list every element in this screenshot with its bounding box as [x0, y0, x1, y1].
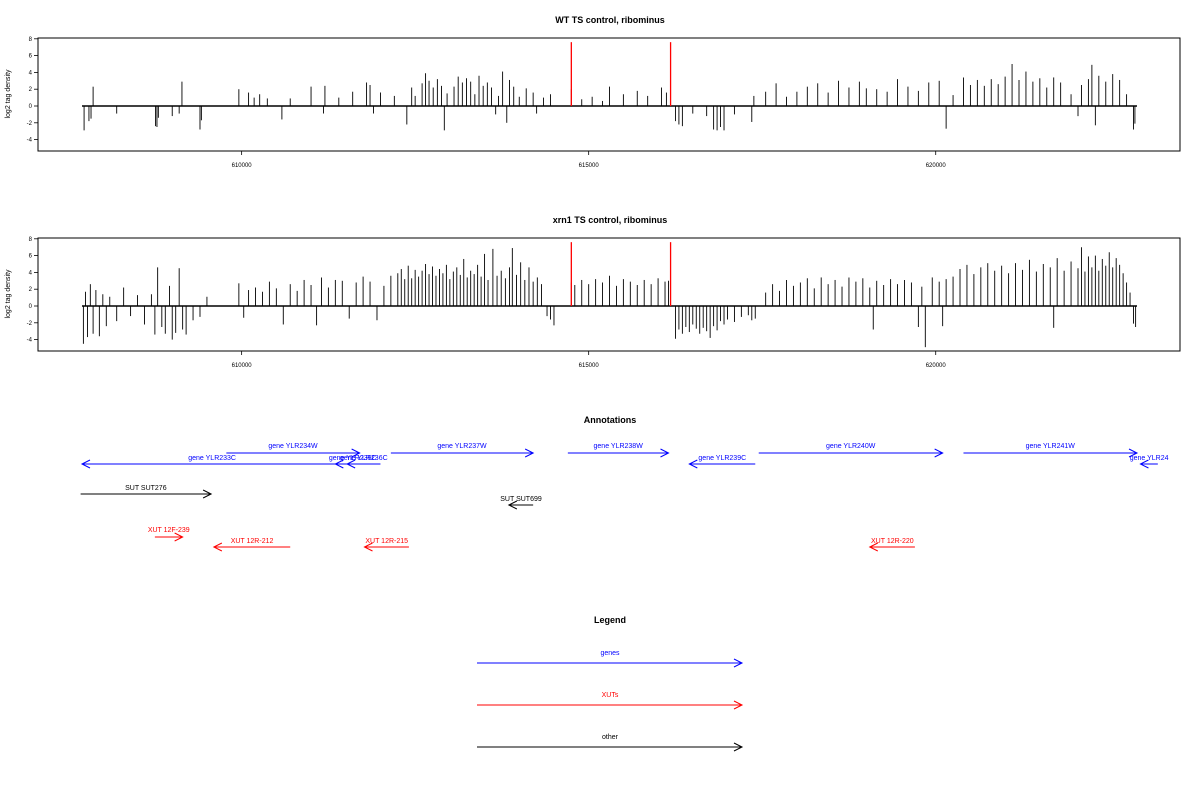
chart-title: xrn1 TS control, ribominus — [553, 215, 668, 225]
y-tick-label: 6 — [29, 254, 33, 260]
x-axis: 610000 615000 620000 — [232, 151, 947, 169]
y-tick-label: 8 — [29, 237, 33, 243]
annotations-title: Annotations — [584, 415, 637, 425]
y-tick-label: 2 — [29, 287, 33, 293]
legend-item: other — [477, 734, 744, 752]
arrow-head — [733, 658, 744, 668]
arrow-head — [80, 459, 91, 469]
arrow-head — [351, 448, 361, 458]
y-tick-label: -4 — [27, 138, 33, 144]
y-tick-label: -4 — [27, 338, 33, 344]
arrow-head — [212, 542, 223, 552]
x-axis: 610000 615000 620000 — [232, 351, 947, 369]
annotation-feature: gene YLR237W — [390, 443, 535, 458]
chart-panel-wt: WT TS control, ribominus log2 tag densit… — [5, 15, 1181, 169]
legend: Legend genes XUTs other — [477, 615, 744, 752]
arrow-head — [1139, 459, 1149, 469]
chart-panel-xrn1: xrn1 TS control, ribominus log2 tag dens… — [5, 215, 1181, 369]
y-axis: 8 6 4 2 0 -2 -4 — [27, 37, 38, 144]
y-tick-label: 0 — [29, 304, 33, 310]
x-tick-label: 610000 — [232, 163, 253, 169]
annotation-feature: gene YLR240W — [758, 443, 944, 458]
annotation-label: gene YLR241W — [1026, 443, 1076, 450]
annotation-label: gene YLR237W — [437, 443, 487, 450]
arrow-head — [334, 459, 344, 469]
x-tick-label: 615000 — [579, 163, 600, 169]
annotation-label: gene YLR236C — [340, 455, 388, 462]
legend-title: Legend — [594, 615, 626, 625]
annotation-feature: gene YLR233C — [80, 455, 343, 469]
annotation-label: gene YLR239C — [698, 455, 746, 462]
arrow-head — [660, 448, 670, 458]
y-axis: 8 6 4 2 0 -2 -4 — [27, 237, 38, 344]
annotation-feature: gene YLR234W — [226, 443, 361, 458]
y-tick-label: 8 — [29, 37, 33, 43]
annotation-feature: XUT 12R-215 — [363, 538, 409, 552]
arrow-head — [363, 542, 373, 552]
arrow-head — [733, 700, 744, 710]
annotation-feature: XUT 12R-212 — [212, 538, 291, 552]
x-tick-label: 620000 — [926, 363, 947, 369]
annotation-label: XUT 12R-212 — [231, 538, 274, 545]
y-tick-label: -2 — [27, 121, 33, 127]
arrow-head — [507, 500, 518, 510]
chart-title: WT TS control, ribominus — [555, 15, 665, 25]
x-tick-label: 615000 — [579, 363, 600, 369]
annotation-label: gene YLR235C — [329, 455, 377, 462]
y-tick-label: -2 — [27, 321, 33, 327]
annotation-feature: SUT SUT699 — [500, 496, 542, 510]
plot-frame — [37, 237, 1181, 352]
annotation-feature: gene YLR24 — [1130, 455, 1169, 469]
annotation-label: gene YLR240W — [826, 443, 876, 450]
arrow-head — [202, 489, 213, 499]
annotation-label: gene YLR238W — [594, 443, 644, 450]
x-tick-label: 620000 — [926, 163, 947, 169]
annotation-label: SUT SUT699 — [500, 496, 542, 503]
arrow-head — [1128, 448, 1139, 458]
y-axis-label: log2 tag density — [5, 269, 12, 319]
annotation-feature: gene YLR235C — [329, 455, 377, 469]
annotation-label: XUT 12R-215 — [365, 538, 408, 545]
legend-item: genes — [477, 650, 744, 668]
y-tick-label: 6 — [29, 54, 33, 60]
bar-series — [82, 42, 1137, 131]
x-tick-label: 610000 — [232, 363, 253, 369]
annotation-label: gene YLR233C — [188, 455, 236, 462]
annotation-label: XUT 12R-220 — [871, 538, 914, 545]
legend-label: XUTs — [602, 692, 619, 699]
y-axis-label: log2 tag density — [5, 69, 12, 119]
annotation-label: SUT SUT276 — [125, 485, 167, 492]
bar-series — [82, 242, 1137, 348]
plot-frame — [37, 37, 1181, 152]
annotation-feature: XUT 12F-239 — [148, 527, 190, 542]
y-tick-label: 4 — [29, 70, 33, 76]
arrow-head — [688, 459, 698, 469]
y-tick-label: 2 — [29, 87, 33, 93]
legend-items: genes XUTs other — [477, 650, 744, 752]
arrow-head — [868, 542, 879, 552]
annotation-feature: XUT 12R-220 — [868, 538, 915, 552]
arrow-head — [174, 532, 184, 542]
legend-label: genes — [600, 650, 620, 657]
annotation-feature: gene YLR239C — [688, 455, 756, 469]
y-tick-label: 4 — [29, 270, 33, 276]
arrow-head — [733, 742, 744, 752]
y-tick-label: 0 — [29, 104, 33, 110]
annotation-label: XUT 12F-239 — [148, 527, 190, 534]
arrow-head — [524, 448, 535, 458]
legend-item: XUTs — [477, 692, 744, 710]
annotation-label: gene YLR24 — [1130, 455, 1169, 462]
annotation-feature: gene YLR241W — [963, 443, 1139, 458]
annotation-feature: SUT SUT276 — [80, 485, 213, 499]
arrow-head — [934, 448, 944, 458]
legend-label: other — [602, 734, 619, 741]
annotation-label: gene YLR234W — [268, 443, 318, 450]
annotations-track: Annotations gene YLR233C gene YLR234W gene… — [80, 415, 1169, 552]
annotation-feature: gene YLR238W — [567, 443, 670, 458]
